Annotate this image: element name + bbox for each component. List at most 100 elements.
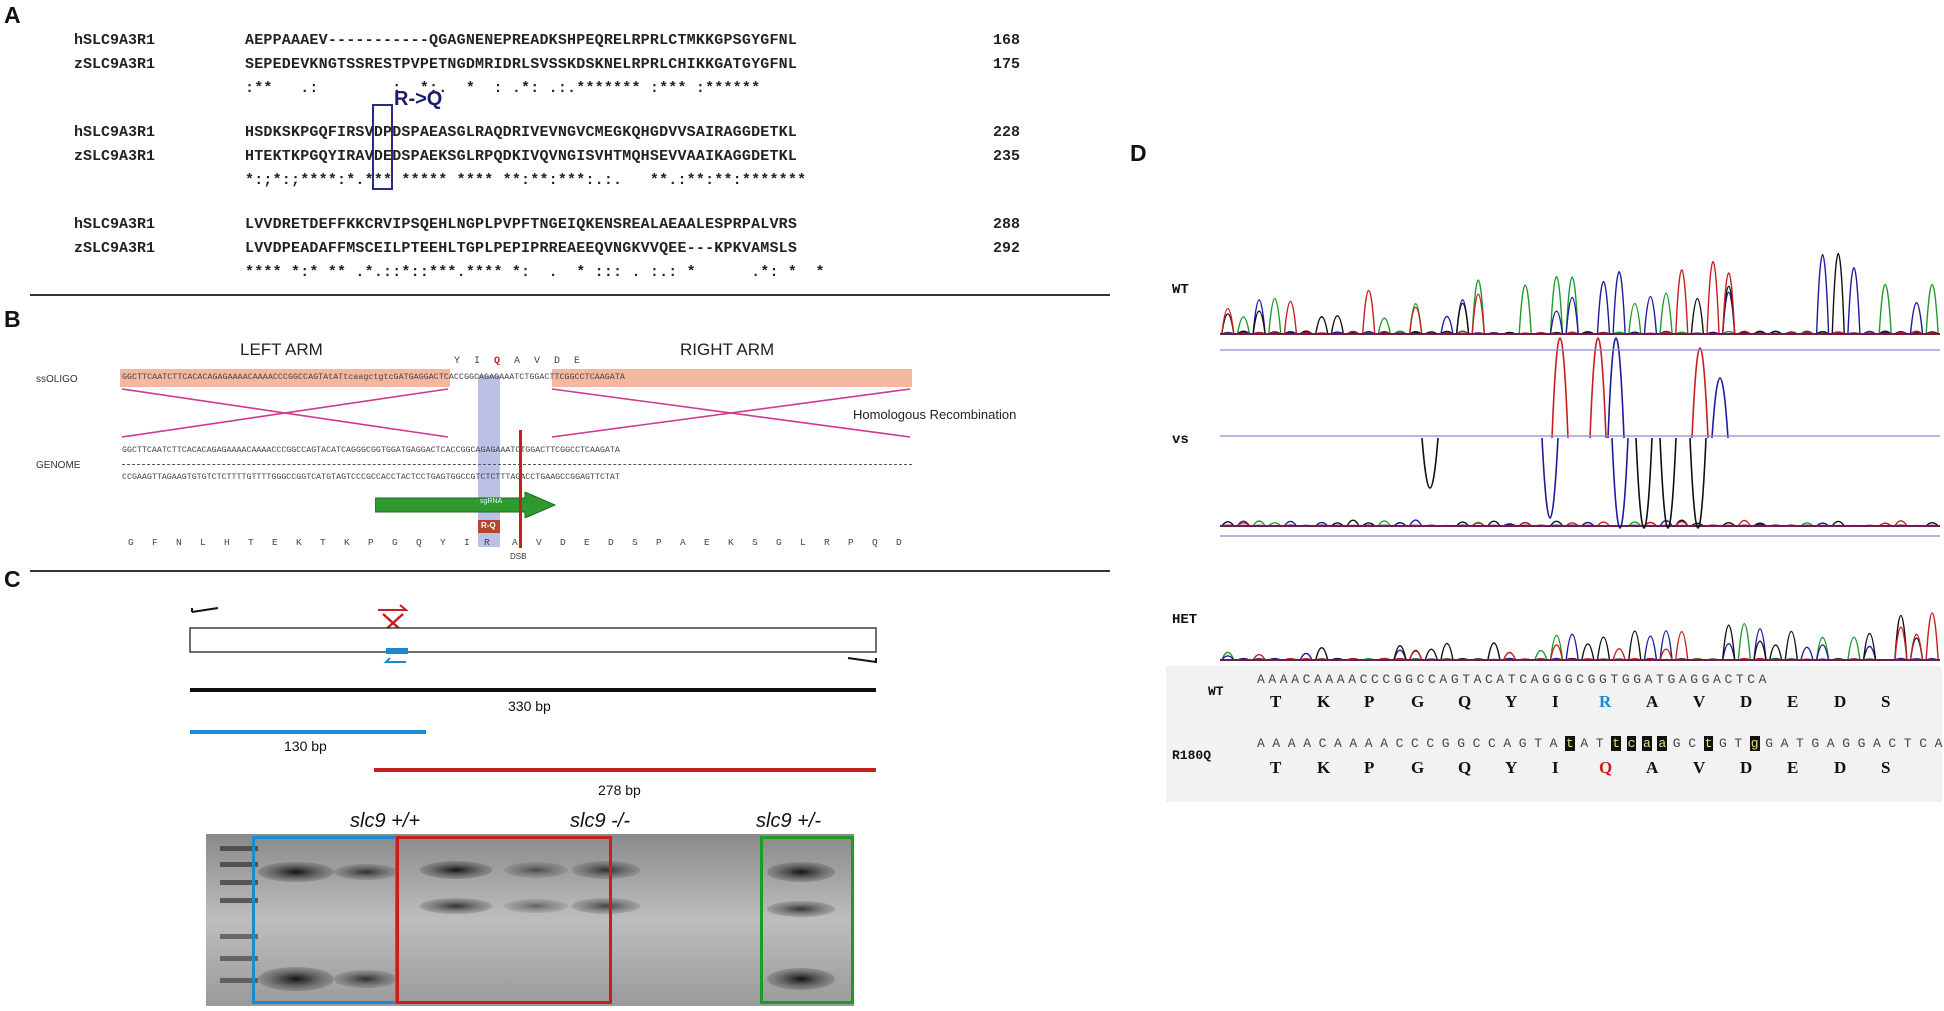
chromatogram-difference-peak [1421,437,1439,489]
nucleotide: G [1719,736,1727,751]
rq-box [478,520,500,533]
protein-residue: V [536,537,542,548]
alignment-consensus: :** .: : *:. * : .*: .:.******* :*** :**… [245,80,761,97]
nucleotide: c [1626,736,1637,751]
panel-label-c: C [4,566,21,592]
nucleotide: T [1534,736,1542,751]
nucleotide: G [1811,736,1820,751]
nucleotide: G [1518,736,1527,751]
amplicon-278-label: 278 bp [598,782,641,798]
nucleotide: A [1580,736,1589,751]
alignment-position: 288 [993,216,1021,233]
ssoligo-sequence: GGCTTCAATCTTCACACAGAGAAAACAAAACCCGGCCAGT… [122,373,625,382]
amplicon-130-label: 130 bp [284,738,327,754]
amino-acid: V [1693,692,1706,711]
amino-acid: G [1411,692,1425,711]
amino-acid: P [1364,692,1375,711]
alignment-position: 168 [993,32,1021,49]
genome-strand-line [122,464,912,466]
gel-image [206,834,854,1006]
chromatogram-traces [1220,253,1940,661]
protein-residue: E [272,537,278,548]
nucleotide: A [1334,736,1342,751]
codon-letter: V [534,356,541,367]
wt-row-label: WT [1208,684,1224,699]
protein-residue: K [296,537,302,548]
protein-residue: A [512,537,518,548]
mutation-label: R->Q [394,88,443,110]
codon-letter: I [474,356,481,367]
nucleotide: G [1842,736,1850,751]
codon-letter: D [554,356,561,367]
protein-residue: G [392,537,398,548]
nucleotide: G [1672,736,1681,751]
gel-label-ko: slc9 -/- [570,810,630,832]
amino-acid: A [1646,692,1659,711]
nucleotide: A [1549,736,1558,751]
ssoligo-label: ssOLIGO [36,374,78,385]
nucleotide: t [1611,736,1621,751]
codon-letter: E [574,356,581,367]
nucleotide: A [1272,736,1281,751]
nucleotide: A [1380,736,1388,751]
alignment-sequence: AEPPAAAEV-----------QGAGNENEPREADKSHPEQR… [245,32,798,49]
protein-residue: R [484,537,490,548]
nucleotide: A [1873,736,1881,751]
dsb-label: DSB [510,552,527,561]
amino-acid: T [1270,692,1282,711]
amino-acid: D [1834,692,1847,711]
genome-label: GENOME [36,460,81,471]
right-arm-highlight [552,369,912,387]
amplicon-278-bar [374,768,876,772]
chromatogram-label-het: HET [1172,612,1198,628]
amino-acid: I [1552,758,1559,777]
gel-label-het: slc9 +/- [756,810,822,832]
alignment-position: 235 [993,148,1021,165]
chromatogram-trace [1220,628,1940,661]
amino-acid: G [1411,758,1425,777]
protein-residue: P [848,537,854,548]
chromatogram-difference-peak [1611,437,1629,529]
alignment-name: zSLC9A3R1 [74,240,156,257]
chromatogram-trace [1220,623,1940,661]
amplicon-diagram [189,604,877,664]
nucleotide: A [1826,736,1835,751]
alignment-name: hSLC9A3R1 [74,216,156,233]
rq-box-label: R-Q [481,521,496,530]
nucleotide: C [1488,736,1496,751]
nucleotide: C [1472,736,1481,751]
nucleotide: C [1426,736,1435,751]
panel-divider [30,294,1110,296]
amino-acid: Q [1599,758,1613,777]
protein-residue: K [344,537,350,548]
codon-letter: Y [454,356,461,367]
dsb-cut-line [519,430,522,548]
chromatogram-trace [1220,253,1940,335]
gel-box-wt [252,836,398,1004]
nucleotide: A [1934,736,1943,751]
right-arm-label: RIGHT ARM [680,340,775,359]
alignment-sequence: LVVDPEADAFFMSCEILPTEEHLTGPLPEPIPRREAEEQV… [245,240,798,257]
amino-acid: K [1317,758,1331,777]
homologous-recombination-label: Homologous Recombination [853,407,1017,422]
left-arm-label: LEFT ARM [240,340,323,359]
nucleotide: T [1796,736,1804,751]
protein-residue: T [248,537,254,548]
protein-residue: T [320,537,326,548]
protein-residue: Y [440,537,446,548]
panel-label-d: D [1130,140,1147,166]
sgrna-arrow [375,492,557,518]
protein-residue: H [224,537,230,548]
amino-acid: V [1693,758,1706,777]
protein-residue: D [560,537,566,548]
nucleotide: T [1734,736,1743,751]
protein-residue: S [632,537,638,548]
gel-label-wt: slc9 +/+ [350,810,421,832]
chromatogram-difference-peak [1711,377,1729,439]
mutation-highlight-box [372,104,393,190]
sequence-comparison-box [1166,666,1942,802]
nucleotide: A [1503,736,1512,751]
